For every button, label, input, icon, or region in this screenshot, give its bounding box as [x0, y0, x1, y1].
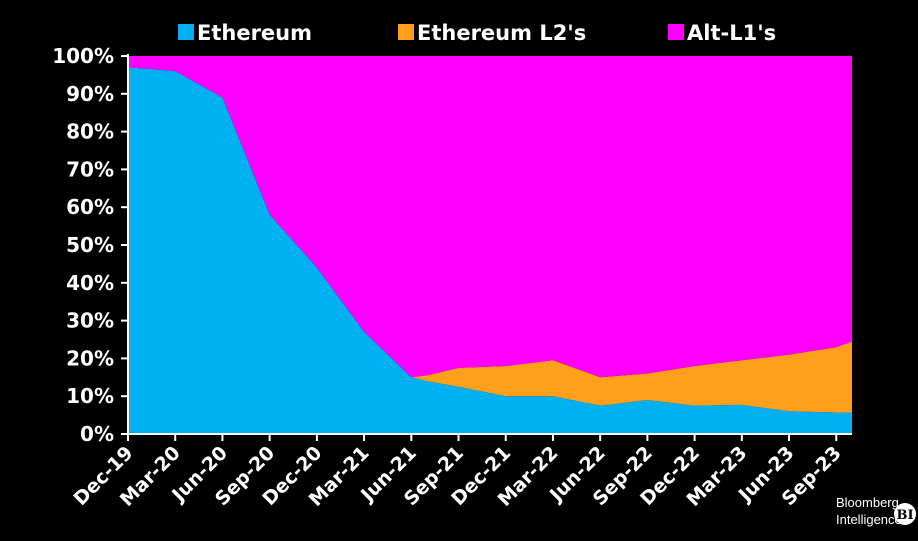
legend-swatch: [178, 24, 194, 40]
y-tick-label: 40%: [66, 271, 114, 295]
y-tick-label: 10%: [66, 384, 114, 408]
legend-label: Ethereum: [197, 21, 312, 45]
y-tick-label: 0%: [80, 422, 114, 446]
legend: Ethereum Ethereum L2's Alt-L1's: [178, 21, 776, 45]
y-tick-label: 20%: [66, 346, 114, 370]
legend-swatch: [398, 24, 414, 40]
y-tick-label: 100%: [52, 44, 114, 68]
brand-badge-text: BI: [896, 508, 913, 523]
area-series-ethereum-l2-s: [128, 67, 852, 413]
y-tick-label: 60%: [66, 195, 114, 219]
brand-line-2: Intelligence: [836, 512, 902, 527]
legend-label: Alt-L1's: [687, 21, 776, 45]
area-layer: [128, 56, 852, 435]
legend-label: Ethereum L2's: [417, 21, 586, 45]
legend-swatch: [668, 24, 684, 40]
y-tick-label: 70%: [66, 157, 114, 181]
bloomberg-intelligence-logo: Bloomberg Intelligence BI: [836, 495, 916, 527]
area-series-alt-l1-s: [128, 56, 852, 378]
y-tick-label: 90%: [66, 82, 114, 106]
area-series-ethereum: [128, 67, 852, 435]
brand-badge: [894, 503, 916, 525]
y-tick-label: 30%: [66, 309, 114, 333]
y-tick-label: 80%: [66, 120, 114, 144]
y-tick-label: 50%: [66, 233, 114, 257]
brand-line-1: Bloomberg: [836, 495, 899, 510]
